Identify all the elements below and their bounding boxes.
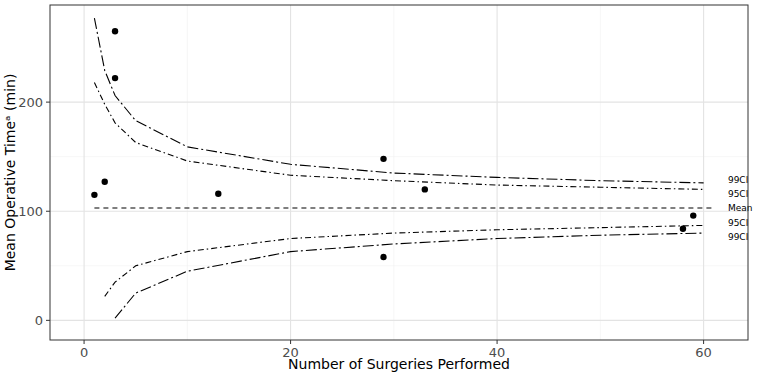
tick <box>46 320 50 321</box>
grid-line <box>84 5 85 340</box>
series-label: 95CI <box>728 189 748 199</box>
minor-grid <box>187 5 188 340</box>
series-label: 99CI <box>728 175 748 185</box>
tick <box>703 340 704 344</box>
tick <box>290 340 291 344</box>
data-point <box>91 192 97 198</box>
minor-grid <box>50 156 748 157</box>
x-axis-title: Number of Surgeries Performed <box>288 356 510 372</box>
tick <box>84 340 85 344</box>
chart-container: 0204060010020099CI95CIMean95CI99CINumber… <box>0 0 781 375</box>
data-point <box>215 191 221 197</box>
tick-label: 0 <box>80 345 88 360</box>
ci-line <box>94 18 703 183</box>
grid-line <box>50 102 748 103</box>
minor-grid <box>50 265 748 266</box>
tick-label: 200 <box>18 95 43 110</box>
y-axis-title: Mean Operative Timeᵃ (min) <box>2 74 18 272</box>
data-point <box>380 156 386 162</box>
ci-line <box>105 225 704 296</box>
grid-line <box>50 320 748 321</box>
data-point <box>112 28 118 34</box>
data-point <box>422 186 428 192</box>
series-label: 95CI <box>728 218 748 228</box>
ci-line <box>94 207 714 208</box>
grid-line <box>50 211 748 212</box>
tick <box>497 340 498 344</box>
plot-data <box>91 18 714 318</box>
grid-line <box>703 5 704 340</box>
minor-grid <box>393 5 394 340</box>
grid-line <box>497 5 498 340</box>
data-point <box>102 179 108 185</box>
tick <box>46 211 50 212</box>
tick-label: 100 <box>18 204 43 219</box>
data-point <box>112 75 118 81</box>
grid-line <box>290 5 291 340</box>
chart: 0204060010020099CI95CIMean95CI99CINumber… <box>0 0 781 375</box>
plot-frame <box>50 5 748 340</box>
tick-label: 60 <box>695 345 712 360</box>
series-label: 99CI <box>728 232 748 242</box>
plot-background <box>50 5 748 340</box>
tick-label: 0 <box>35 313 43 328</box>
ci-line <box>115 233 704 318</box>
minor-grid <box>600 5 601 340</box>
tick <box>46 102 50 103</box>
data-point <box>690 212 696 218</box>
series-label: Mean <box>728 203 753 213</box>
data-point <box>680 225 686 231</box>
ci-line <box>94 82 703 189</box>
data-point <box>380 254 386 260</box>
